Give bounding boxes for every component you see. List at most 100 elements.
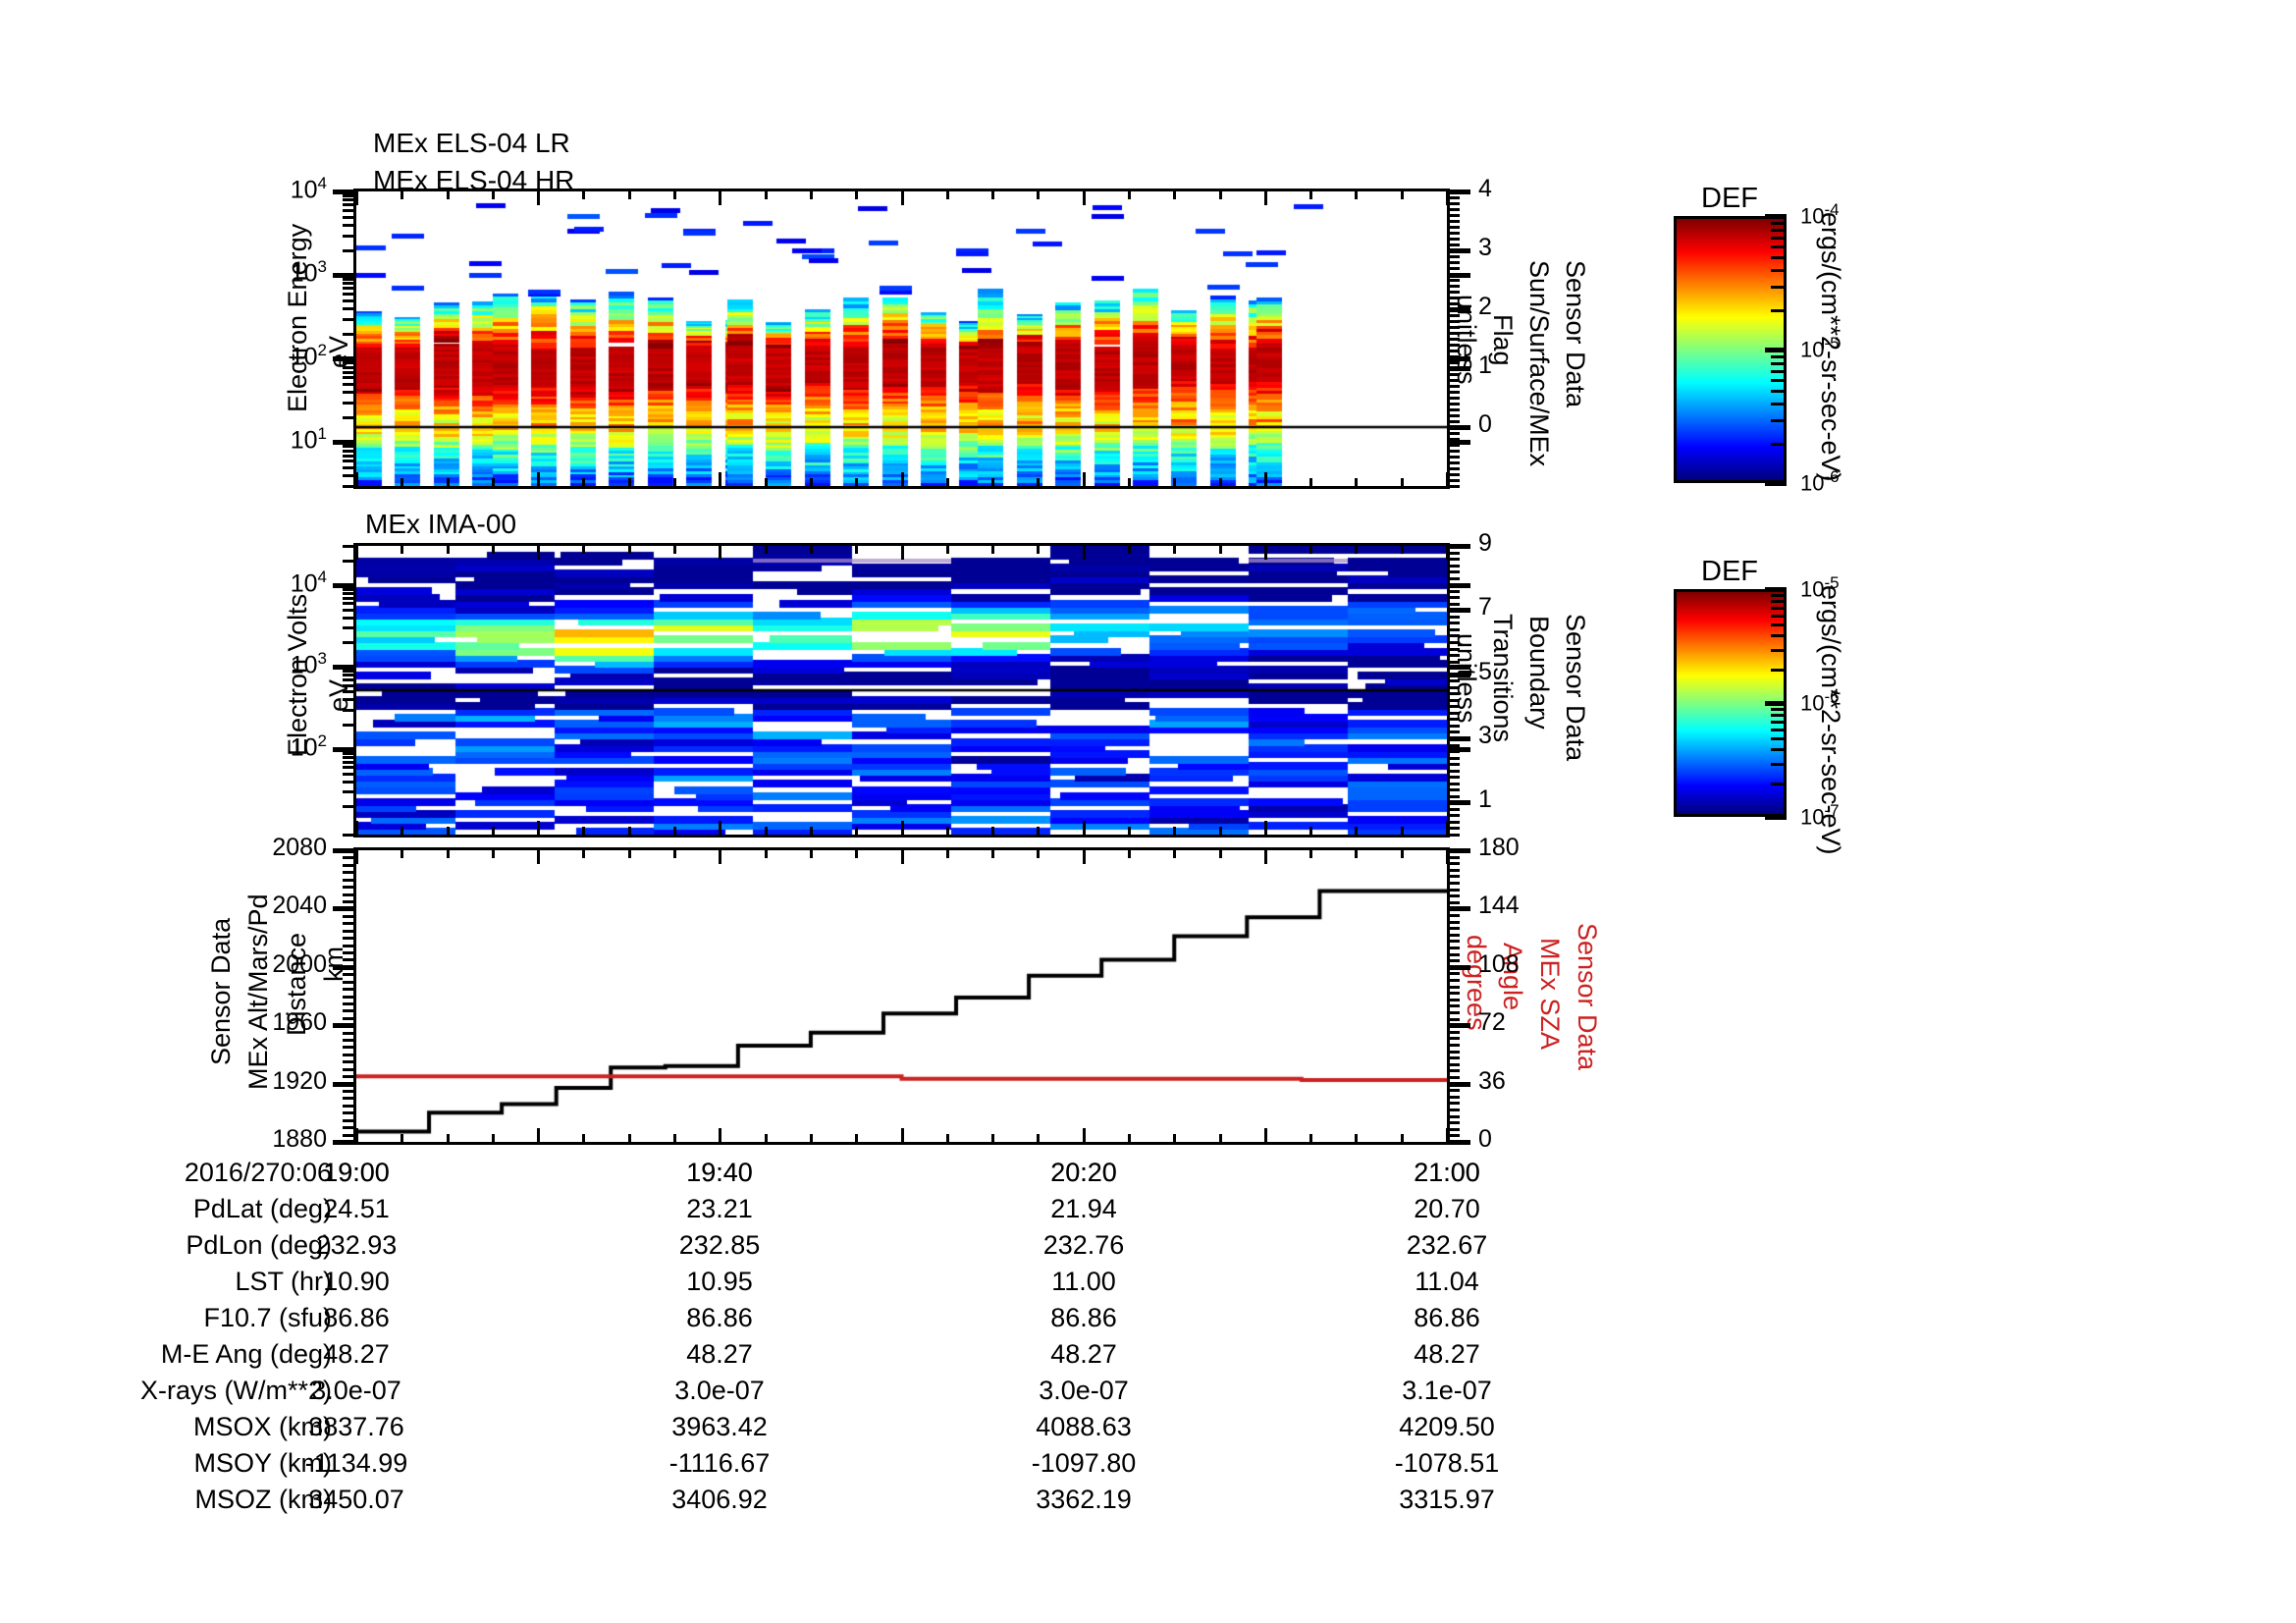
table-cell-r4-c2: 86.86 — [1050, 1303, 1117, 1332]
table-cell-r1-c0: 24.51 — [323, 1194, 390, 1223]
table-cell-r7-c3: 4209.50 — [1399, 1412, 1495, 1441]
table-row-label-6: X-rays (W/m**2) — [140, 1376, 332, 1405]
colorbar2-tick-label: 10-6 — [1800, 687, 1840, 716]
altitude-sza-canvas — [356, 850, 1447, 1142]
panel1-ytick-3: 103 — [290, 257, 327, 288]
table-cell-r3-c3: 11.04 — [1415, 1267, 1479, 1296]
panel2-rtick-9: 9 — [1478, 529, 1492, 557]
table-cell-r8-c0: -1134.99 — [304, 1448, 408, 1478]
panel3-rtick-108: 108 — [1478, 950, 1520, 978]
table-row-label-4: F10.7 (sfu) — [203, 1303, 332, 1332]
table-cell-r3-c2: 11.00 — [1051, 1267, 1116, 1296]
xaxis-tick-label-1: 19:40 — [686, 1158, 753, 1187]
panel2-plot-frame[interactable] — [353, 543, 1450, 838]
ima-spectrogram-canvas — [356, 546, 1447, 835]
panel2-ytick-4: 104 — [290, 568, 327, 598]
panel3-rtick-144: 144 — [1478, 892, 1520, 919]
colorbar1-tick-label: 10-4 — [1800, 200, 1840, 229]
panel3-ytick-2080: 2080 — [272, 834, 327, 861]
table-cell-r8-c1: -1116.67 — [668, 1448, 771, 1478]
panel1-yaxis-label-line1: Electron Energy — [283, 223, 312, 412]
table-cell-r5-c3: 48.27 — [1414, 1339, 1480, 1369]
table-cell-r7-c1: 3963.42 — [671, 1412, 768, 1441]
table-row-label-9: MSOZ (km) — [194, 1485, 332, 1514]
panel2-rtick-5: 5 — [1478, 658, 1492, 685]
panel2-raxis-label-line1: Sensor Data — [1561, 614, 1590, 762]
panel2-title: MEx IMA-00 — [365, 509, 517, 539]
panel1-raxis-label-line2: Sun/Surface/MEx — [1524, 260, 1554, 467]
table-cell-r5-c2: 48.27 — [1050, 1339, 1117, 1369]
panel1-plot-frame[interactable] — [353, 189, 1450, 489]
table-cell-r3-c0: 10.90 — [323, 1267, 390, 1296]
table-row-label-1: PdLat (deg) — [192, 1194, 332, 1223]
colorbar2-tick-label: 10-7 — [1800, 801, 1840, 830]
table-cell-r9-c3: 3315.97 — [1399, 1485, 1495, 1514]
table-cell-r0-c1: 19:40 — [686, 1158, 753, 1187]
panel1-rtick-2: 2 — [1478, 293, 1492, 320]
table-cell-r1-c3: 20.70 — [1414, 1194, 1480, 1223]
table-cell-r1-c2: 21.94 — [1050, 1194, 1117, 1223]
table-cell-r6-c2: 3.0e-07 — [1039, 1376, 1129, 1405]
table-cell-r5-c0: 48.27 — [323, 1339, 390, 1369]
panel2-ytick-2: 102 — [290, 731, 327, 762]
table-row-label-0: 2016/270:06 — [184, 1158, 332, 1187]
table-cell-r4-c1: 86.86 — [686, 1303, 753, 1332]
table-cell-r0-c3: 21:00 — [1414, 1158, 1480, 1187]
panel1-rtick-3: 3 — [1478, 234, 1492, 261]
panel2-ytick-3: 103 — [290, 649, 327, 679]
els-spectrogram-canvas — [356, 191, 1447, 486]
panel1-rtick-4: 4 — [1478, 175, 1492, 202]
table-row-label-2: PdLon (deg) — [186, 1230, 332, 1260]
panel3-yaxis-label-line1: Sensor Data — [206, 917, 236, 1065]
panel3-yaxis-label-line2: MEx Alt/Mars/Pd — [243, 893, 273, 1090]
table-cell-r5-c1: 48.27 — [686, 1339, 753, 1369]
panel3-raxis-label-line2: MEx SZA — [1535, 938, 1565, 1051]
panel1-title-lr: MEx ELS-04 LR — [373, 128, 570, 158]
table-cell-r4-c3: 86.86 — [1414, 1303, 1480, 1332]
panel3-rtick-0: 0 — [1478, 1125, 1492, 1153]
table-cell-r9-c1: 3406.92 — [671, 1485, 768, 1514]
xaxis-tick-label-2: 20:20 — [1050, 1158, 1117, 1187]
panel2-rtick-3: 3 — [1478, 722, 1492, 749]
colorbar2-title: DEF — [1701, 556, 1758, 587]
table-cell-r2-c3: 232.67 — [1406, 1230, 1488, 1260]
table-row-label-7: MSOX (km) — [193, 1412, 332, 1441]
panel2-rtick-1: 1 — [1478, 785, 1492, 813]
panel3-rtick-180: 180 — [1478, 834, 1520, 861]
colorbar1-tick-label: 10-5 — [1800, 334, 1840, 362]
panel1-raxis-label-line1: Sensor Data — [1561, 260, 1590, 408]
panel3-ytick-2040: 2040 — [272, 892, 327, 919]
panel1-ytick-2: 102 — [290, 341, 327, 371]
panel3-rtick-72: 72 — [1478, 1008, 1506, 1036]
colorbar2-tick-label: 10-5 — [1800, 573, 1840, 602]
panel3-ytick-2000: 2000 — [272, 950, 327, 978]
panel3-ytick-1920: 1920 — [272, 1067, 327, 1095]
panel1-ytick-4: 104 — [290, 174, 327, 204]
panel1-ytick-1: 101 — [290, 424, 327, 455]
table-cell-r7-c2: 4088.63 — [1036, 1412, 1132, 1441]
table-cell-r6-c3: 3.1e-07 — [1402, 1376, 1492, 1405]
table-cell-r9-c0: 3450.07 — [308, 1485, 404, 1514]
table-cell-r9-c2: 3362.19 — [1036, 1485, 1132, 1514]
xaxis-tick-label-0: 19:00 — [323, 1158, 390, 1187]
panel3-ytick-1960: 1960 — [272, 1008, 327, 1036]
table-cell-r4-c0: 86.86 — [323, 1303, 390, 1332]
table-cell-r6-c0: 3.0e-07 — [311, 1376, 401, 1405]
table-cell-r2-c2: 232.76 — [1042, 1230, 1125, 1260]
panel1-rtick-1: 1 — [1478, 352, 1492, 379]
panel3-raxis-label-line1: Sensor Data — [1573, 923, 1602, 1071]
table-cell-r3-c1: 10.95 — [686, 1267, 753, 1296]
panel3-plot-frame[interactable] — [353, 847, 1450, 1145]
panel2-raxis-label-line2: Boundary — [1524, 616, 1554, 730]
xaxis-tick-label-3: 21:00 — [1414, 1158, 1480, 1187]
panel3-rtick-36: 36 — [1478, 1067, 1506, 1095]
panel1-rtick-0: 0 — [1478, 410, 1492, 438]
table-cell-r8-c3: -1078.51 — [1394, 1448, 1500, 1478]
panel3-ytick-1880: 1880 — [272, 1125, 327, 1153]
colorbar1-title: DEF — [1701, 183, 1758, 214]
table-cell-r2-c0: 232.93 — [315, 1230, 398, 1260]
table-cell-r7-c0: 3837.76 — [308, 1412, 404, 1441]
table-cell-r2-c1: 232.85 — [678, 1230, 761, 1260]
table-row-label-8: MSOY (km) — [193, 1448, 333, 1478]
table-cell-r0-c0: 19:00 — [323, 1158, 390, 1187]
